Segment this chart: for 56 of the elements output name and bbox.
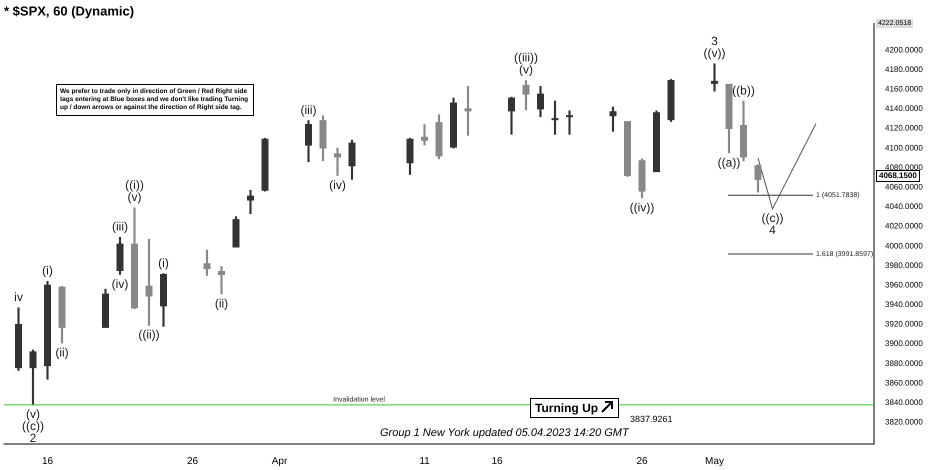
x-tick-label: Apr (272, 456, 288, 467)
text: 4068.1500 (879, 171, 917, 180)
annotation: ((v)) (704, 46, 726, 60)
annotation: (ii) (55, 345, 69, 360)
chart-title: * $SPX, 60 (Dynamic) (4, 3, 134, 18)
annotation: (iv) (329, 178, 346, 192)
annotation: Group 1 New York updated 05.04.2023 14:20 GMT (380, 427, 629, 439)
annotation: 4 (769, 223, 776, 238)
annotation: ((c)) (22, 419, 44, 434)
y-tick-label: 3900.0000 (885, 339, 924, 348)
x-tick-label: May (705, 456, 724, 467)
annotation: ((iii)) (514, 50, 538, 65)
annotation: ((a)) (718, 155, 740, 170)
annotation: iv (14, 290, 23, 304)
annotation: (iii) (300, 102, 316, 117)
y-tick-label: 4020.0000 (885, 222, 924, 231)
annotation: ((b)) (732, 83, 755, 98)
annotation: (v) (519, 62, 533, 77)
y-tick-label: 4140.0000 (885, 104, 924, 114)
y-tick-label: 3840.0000 (885, 398, 924, 408)
y-tick-label: 3980.0000 (885, 260, 924, 270)
annotation: (iii) (112, 220, 128, 234)
y-tick-label: 3920.0000 (885, 320, 924, 329)
y-tick-label: 3820.0000 (885, 418, 924, 427)
annotation: 3837.9261 (630, 414, 673, 424)
annotation: ((ii)) (138, 328, 160, 342)
y-tick-label: 4200.0000 (885, 45, 924, 54)
annotation: (i) (42, 264, 53, 278)
y-tick-label: 3860.0000 (885, 378, 924, 388)
x-tick-label: 26 (186, 456, 198, 467)
x-tick-label: 16 (491, 456, 503, 467)
x-tick-label: 11 (419, 456, 430, 467)
y-tick-label: 4040.0000 (885, 202, 924, 212)
annotation: (i) (158, 256, 169, 270)
y-tick-label: 4120.0000 (885, 124, 924, 133)
x-tick-label: 16 (42, 456, 54, 467)
annotation: ((iv)) (630, 200, 654, 214)
y-tick-label: 4080.0000 (885, 162, 924, 172)
annotation: ((c)) (762, 211, 784, 226)
annotation: (iv) (112, 276, 128, 291)
y-tick-label: 4180.0000 (885, 64, 924, 74)
x-tick-label: 26 (636, 456, 648, 467)
y-tick-label: 4100.0000 (885, 143, 924, 152)
annotation: (v) (128, 190, 142, 204)
annotation: (ii) (214, 296, 228, 310)
y-tick-label: 3940.0000 (885, 300, 924, 310)
annotation: 2 (30, 431, 37, 446)
annotation: Turning Up (535, 401, 598, 415)
annotation: 3 (711, 34, 718, 48)
y-tick-label: 3960.0000 (885, 280, 924, 290)
annotation: (v) (26, 407, 40, 422)
y-tick-label: 4160.0000 (885, 84, 924, 94)
y-tick-label: 4060.0000 (885, 182, 924, 192)
y-tick-label: 3880.0000 (885, 358, 924, 368)
y-tick-label: 4000.0000 (885, 241, 924, 250)
annotation: ((i)) (125, 178, 144, 192)
